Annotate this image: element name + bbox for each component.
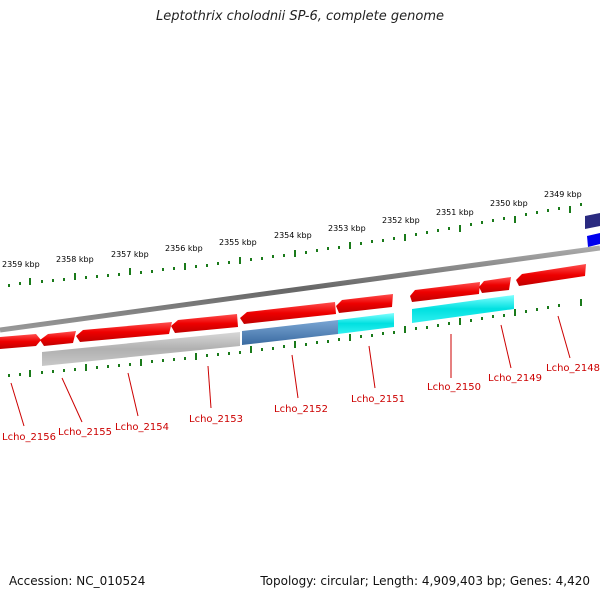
gene-lcho-2149[interactable] — [479, 277, 511, 293]
gene-reverse-gray-1[interactable] — [42, 332, 240, 366]
gene-lcho-2154[interactable] — [76, 322, 172, 342]
gene-label-lcho-2153[interactable]: Lcho_2153 — [189, 414, 243, 425]
kbp-label-2356: 2356 kbp — [165, 244, 203, 253]
outer-tick-track — [8, 203, 582, 287]
kbp-label-2351: 2351 kbp — [436, 208, 474, 217]
kbp-label-2353: 2353 kbp — [328, 224, 366, 233]
leader-lcho-2155 — [61, 377, 83, 423]
gene-lcho-2148[interactable] — [516, 264, 586, 286]
gene-labels: Lcho_2156 Lcho_2155 Lcho_2154 Lcho_2153 … — [2, 363, 600, 443]
kbp-label-2349: 2349 kbp — [544, 190, 582, 199]
kbp-label-2358: 2358 kbp — [56, 255, 94, 264]
gene-label-lcho-2154[interactable]: Lcho_2154 — [115, 422, 169, 433]
leader-lcho-2156 — [10, 382, 25, 427]
accession-text: Accession: NC_010524 — [9, 574, 146, 588]
gene-label-leaders — [10, 315, 571, 427]
inner-major-ticks — [29, 299, 582, 377]
gene-lcho-2153[interactable] — [171, 314, 238, 333]
kbp-label-2352: 2352 kbp — [382, 216, 420, 225]
outer-major-ticks — [29, 206, 571, 285]
reverse-strand-genes — [42, 295, 514, 366]
genome-title: Leptothrix cholodnii SP-6, complete geno… — [156, 9, 444, 24]
gene-label-lcho-2149[interactable]: Lcho_2149 — [488, 373, 542, 384]
gene-navy-partial[interactable] — [585, 213, 600, 229]
gene-label-lcho-2156[interactable]: Lcho_2156 — [2, 432, 56, 443]
leader-lcho-2152 — [291, 354, 299, 399]
kbp-label-2357: 2357 kbp — [111, 250, 149, 259]
outer-minor-ticks — [8, 203, 582, 287]
gene-label-lcho-2148[interactable]: Lcho_2148 — [546, 363, 600, 374]
inner-minor-ticks — [8, 304, 560, 377]
kbp-scale-labels: 2359 kbp 2358 kbp 2357 kbp 2356 kbp 2355… — [2, 190, 582, 269]
gene-lcho-2151[interactable] — [336, 294, 393, 313]
kbp-label-2355: 2355 kbp — [219, 238, 257, 247]
leader-lcho-2151 — [368, 345, 376, 389]
gene-lcho-2152[interactable] — [240, 302, 336, 324]
kbp-label-2359: 2359 kbp — [2, 260, 40, 269]
gene-lcho-2150[interactable] — [410, 282, 480, 302]
leader-lcho-2154 — [127, 372, 139, 417]
topology-text: Topology: circular; Length: 4,909,403 bp… — [260, 574, 590, 588]
leader-lcho-2149 — [500, 324, 512, 369]
gene-label-lcho-2151[interactable]: Lcho_2151 — [351, 394, 405, 405]
gene-reverse-cyan-2[interactable] — [412, 295, 514, 323]
leader-lcho-2153 — [207, 365, 212, 409]
gene-label-lcho-2150[interactable]: Lcho_2150 — [427, 382, 481, 393]
gene-lcho-2156[interactable] — [0, 334, 41, 349]
gene-blue-partial[interactable] — [587, 233, 600, 247]
gene-label-lcho-2152[interactable]: Lcho_2152 — [274, 404, 328, 415]
genome-backbone — [0, 245, 600, 333]
inner-tick-track — [8, 299, 582, 377]
forward-strand-genes — [0, 264, 586, 349]
kbp-label-2354: 2354 kbp — [274, 231, 312, 240]
gene-label-lcho-2155[interactable]: Lcho_2155 — [58, 427, 112, 438]
kbp-label-2350: 2350 kbp — [490, 199, 528, 208]
leader-lcho-2148 — [557, 315, 571, 359]
gene-lcho-2155[interactable] — [40, 331, 76, 346]
gene-reverse-cyan-1[interactable] — [338, 313, 394, 334]
gene-reverse-steelblue[interactable] — [242, 320, 338, 345]
